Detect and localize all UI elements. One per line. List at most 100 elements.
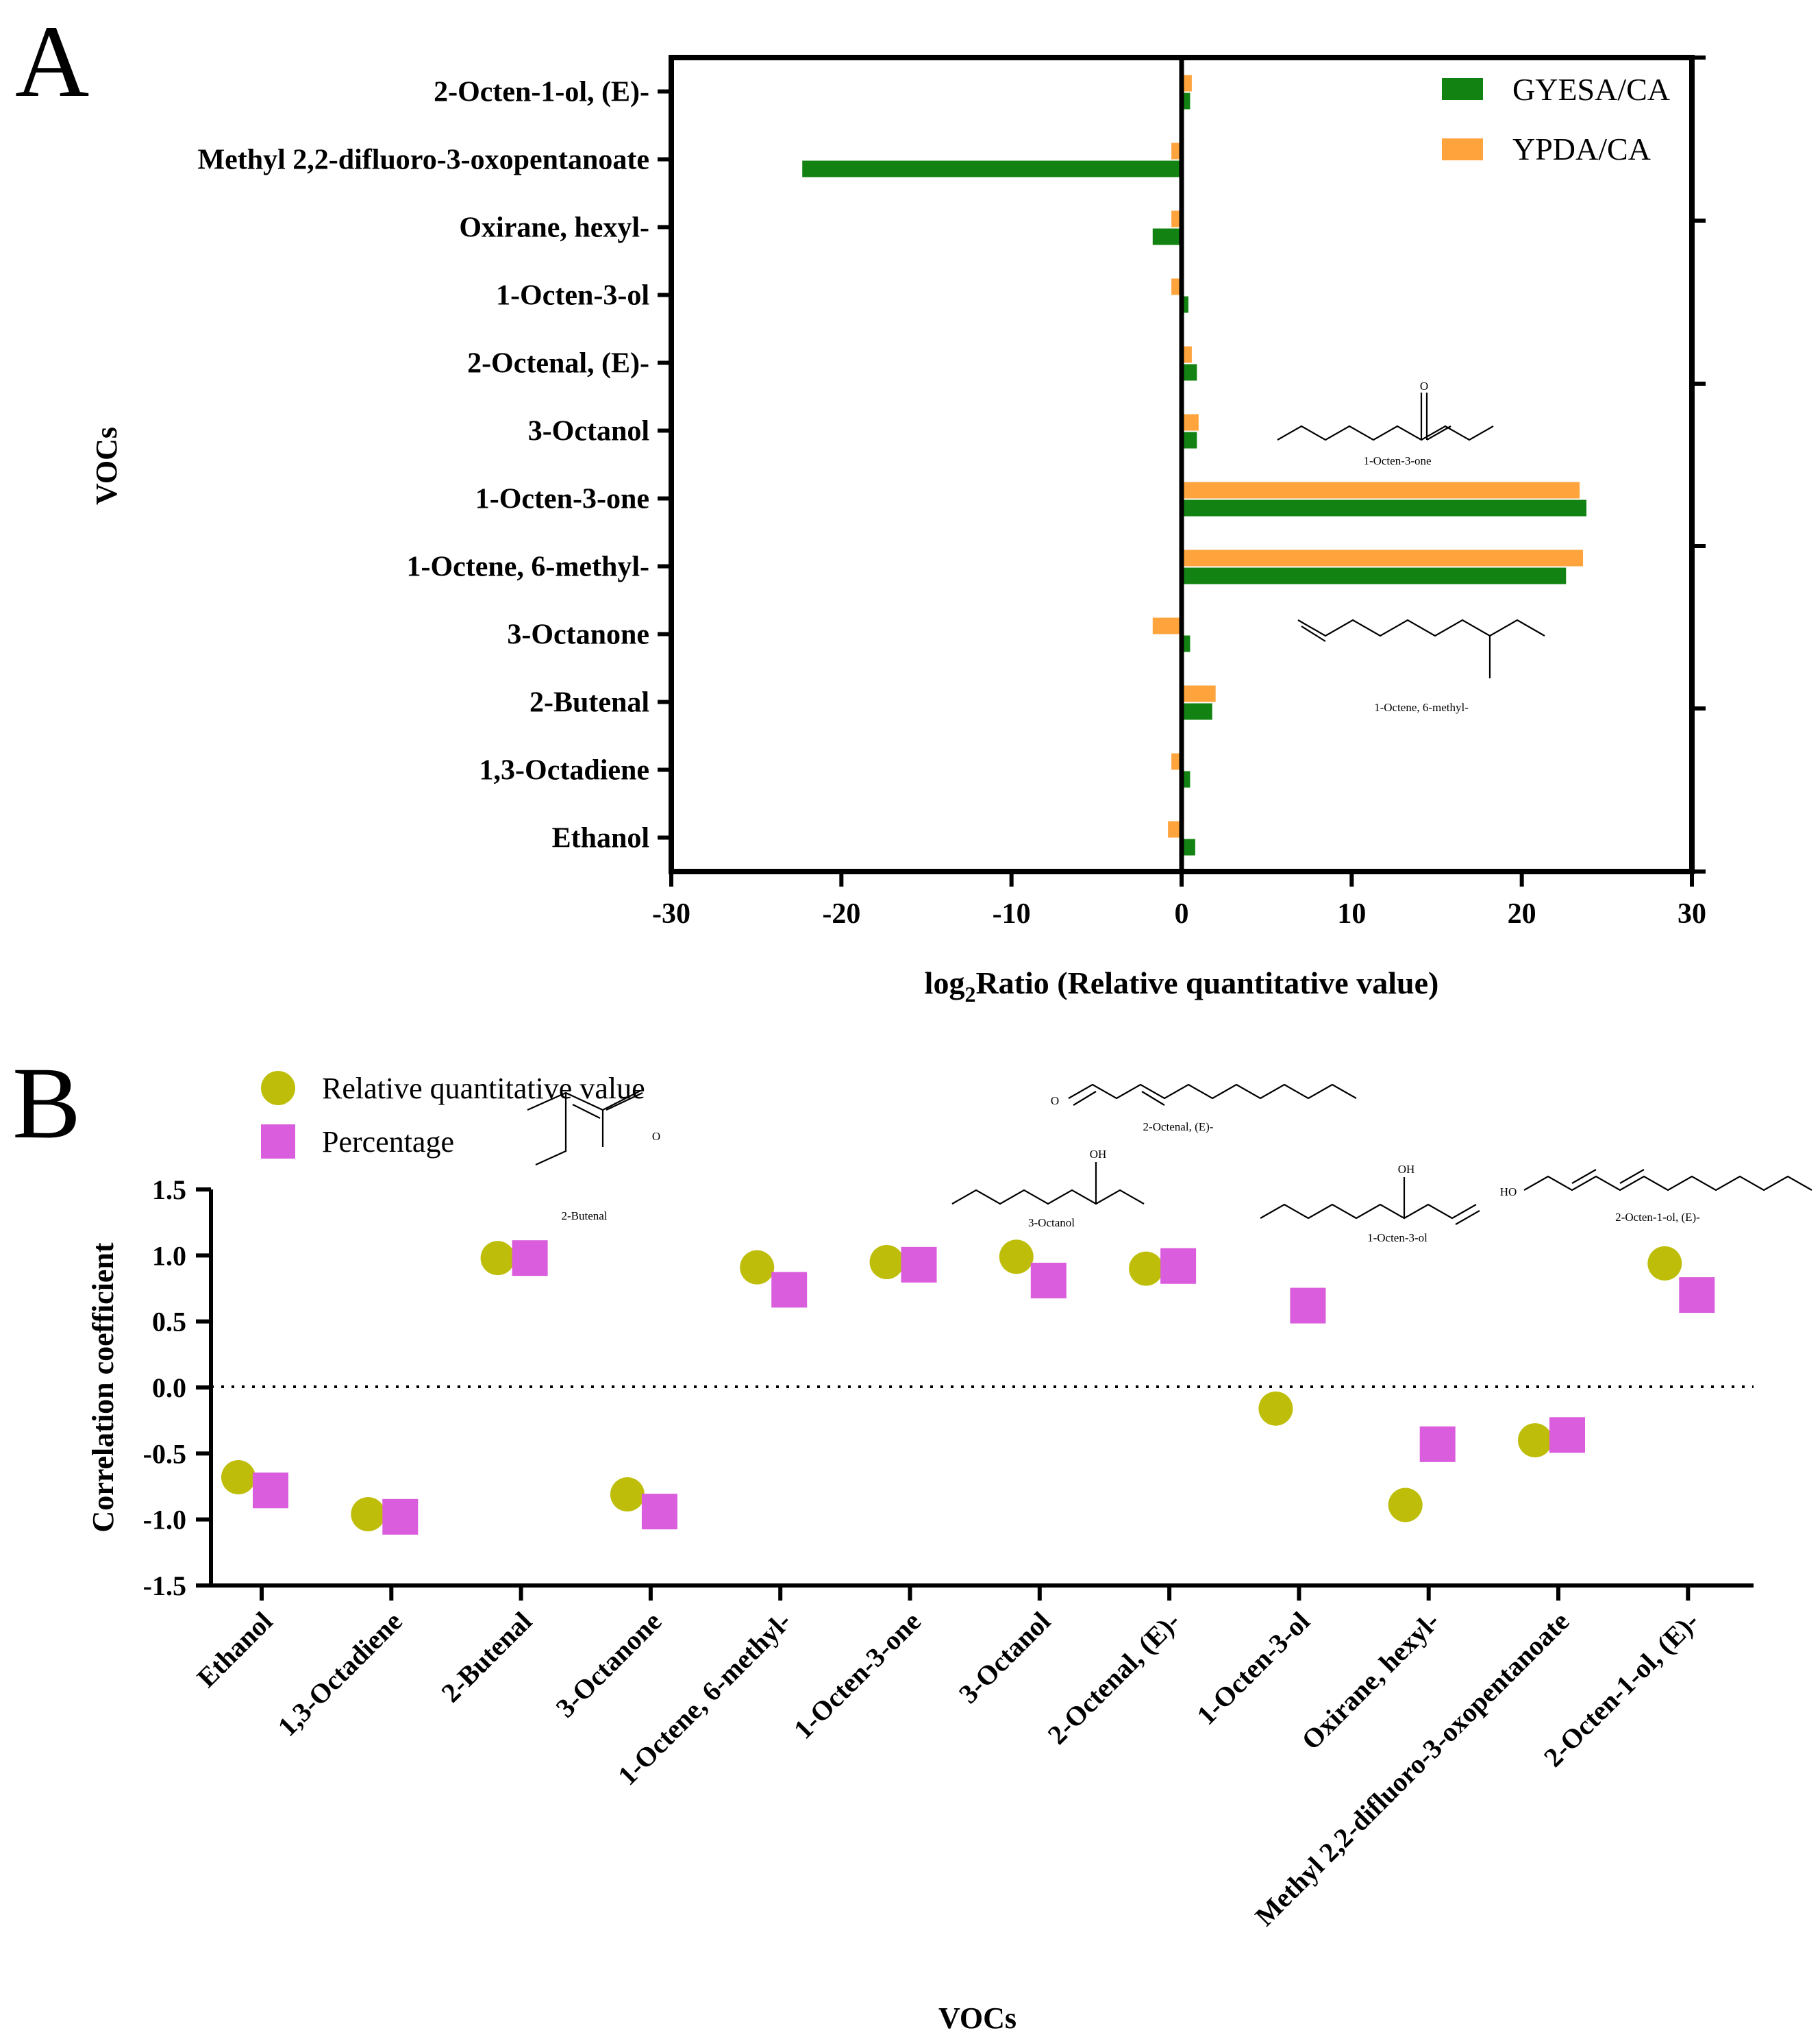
structure-label-2-octen-1-ol: 2-Octen-1-ol, (E)- (1615, 1211, 1700, 1224)
point-relative-ethanol (221, 1460, 255, 1495)
bar-ypda-ca-2-butenal (1182, 685, 1216, 702)
x-tick-label-1-octen-3-one: 1-Octen-3-one (788, 1606, 927, 1745)
panel-a-y-axis: 2-Octen-1-ol, (E)- Methyl 2,2-difluoro-3-… (197, 77, 671, 854)
x-tick-label: 30 (1678, 898, 1706, 930)
x-tick-label: -10 (993, 898, 1031, 930)
legend-marker-percentage (261, 1124, 295, 1159)
bar-gyesa-ca-ethanol (1182, 839, 1195, 856)
panel-b-y-axis-title: Correlation coefficient (86, 1242, 120, 1532)
x-tick-label-3-octanone: 3-Octanone (550, 1606, 668, 1724)
atom-oh-2: OH (1398, 1163, 1415, 1176)
panel-a-right-ticks (1692, 55, 1706, 874)
panel-a-x-axis: -30 -20 -10 0 10 20 30 (652, 872, 1706, 930)
atom-ho: HO (1500, 1185, 1517, 1198)
structure-1-octen-3-ol (1260, 1177, 1480, 1225)
panel-a-x-axis-title: log2Ratio (Relative quantitative value) (925, 965, 1439, 1007)
atom-oh-1: OH (1090, 1148, 1107, 1161)
point-percentage-oxirane-hexyl (1419, 1426, 1456, 1462)
structure-label-2-octenal: 2-Octenal, (E)- (1143, 1120, 1214, 1133)
structure-label-2-butenal: 2-Butenal (561, 1209, 607, 1222)
structure-1-octen-3-one (1277, 393, 1494, 441)
x-tick-label-2-butenal: 2-Butenal (435, 1606, 538, 1709)
y-tick-label: -1.0 (143, 1505, 186, 1535)
x-tick-label-1-octen-3-ol: 1-Octen-3-ol (1191, 1606, 1316, 1731)
panel-a-bars (802, 75, 1587, 856)
y-tick-label-3-octanol: 3-Octanol (528, 416, 649, 447)
legend-swatch-ypda (1442, 138, 1483, 160)
structure-2-octenal (1068, 1083, 1357, 1106)
y-tick-label: 1.0 (152, 1240, 186, 1271)
y-tick-label-2-butenal: 2-Butenal (529, 687, 649, 719)
atom-o-1: O (1420, 380, 1428, 393)
x-tick-label: -30 (652, 898, 690, 930)
y-tick-label: 0.0 (152, 1372, 186, 1403)
legend-label-relative: Relative quantitative value (322, 1072, 645, 1105)
panel-b: B Relative quantitative value Percentage… (12, 1046, 1812, 2035)
x-tick-label: 0 (1175, 898, 1189, 930)
x-tick-label-1-3-octadiene: 1,3-Octadiene (272, 1606, 408, 1742)
bar-ypda-ca-1-octen-3-ol (1171, 278, 1182, 295)
point-relative-1-3-octadiene (351, 1496, 386, 1531)
panel-b-legend: Relative quantitative value Percentage (261, 1071, 645, 1159)
point-relative-1-octene-6-methyl (740, 1250, 775, 1285)
point-percentage-1-3-octadiene (382, 1498, 419, 1535)
bar-ypda-ca-2-octen-1-ol-e (1182, 75, 1192, 92)
y-tick-label-1-octen-3-one: 1-Octen-3-one (475, 484, 649, 515)
point-percentage-1-octene-6-methyl (771, 1272, 808, 1308)
structure-2-butenal (527, 1090, 643, 1166)
panel-b-y-axis: 1.5 1.0 0.5 0.0 -0.5 -1.0 -1.5 (143, 1174, 211, 1601)
bar-ypda-ca-oxirane-hexyl (1171, 210, 1182, 227)
y-tick-label-1-octene-6-methyl: 1-Octene, 6-methyl- (406, 552, 649, 583)
bar-gyesa-ca-3-octanol (1182, 432, 1197, 449)
legend-marker-relative (261, 1071, 295, 1105)
y-tick-label-2-octenal-e: 2-Octenal, (E)- (467, 348, 649, 380)
structure-label-1-octen-3-one: 1-Octen-3-one (1363, 454, 1431, 467)
point-relative-methyl-2-2-difluoro-3-oxopentanoate (1518, 1423, 1552, 1458)
legend-label-percentage: Percentage (322, 1125, 454, 1159)
panel-a-y-axis-title: VOCs (90, 427, 123, 505)
y-tick-label-1-octen-3-ol: 1-Octen-3-ol (496, 280, 649, 312)
y-tick-label: -0.5 (143, 1438, 186, 1469)
panel-b-x-axis-title: VOCs (938, 2001, 1017, 2035)
point-relative-2-octen-1-ol-e (1647, 1246, 1682, 1281)
legend-label-ypda: YPDA/CA (1512, 132, 1651, 166)
atom-o-2: O (652, 1130, 660, 1143)
x-tick-label: 20 (1508, 898, 1536, 930)
bar-gyesa-ca-1-octene-6-methyl (1182, 567, 1567, 584)
structure-3-octanol (951, 1162, 1145, 1205)
bar-gyesa-ca-oxirane-hexyl (1152, 228, 1182, 245)
point-relative-1-octen-3-ol (1258, 1391, 1293, 1426)
point-percentage-ethanol (253, 1472, 288, 1509)
legend-swatch-gyesa (1442, 78, 1483, 100)
y-tick-label-oxirane-hexyl: Oxirane, hexyl- (459, 212, 649, 244)
y-tick-label-2-octen-1-ol-e: 2-Octen-1-ol, (E)- (434, 77, 649, 108)
bar-gyesa-ca-1-octen-3-ol (1182, 296, 1188, 313)
x-tick-label-2-octenal-e: 2-Octenal, (E)- (1042, 1606, 1186, 1751)
structure-label-3-octanol: 3-Octanol (1028, 1216, 1075, 1229)
x-tick-label-3-octanol: 3-Octanol (953, 1606, 1056, 1709)
bar-ypda-ca-3-octanol (1182, 414, 1199, 431)
bar-ypda-ca-1-octene-6-methyl (1182, 550, 1584, 567)
y-tick-label-3-octanone: 3-Octanone (507, 619, 649, 651)
bar-ypda-ca-2-octenal-e (1182, 346, 1192, 363)
point-percentage-1-octen-3-ol (1290, 1287, 1326, 1324)
x-tick-label-ethanol: Ethanol (191, 1606, 279, 1694)
point-percentage-3-octanone (641, 1494, 677, 1530)
bar-gyesa-ca-methyl-2-2-difluoro-3-oxopentanoate (802, 160, 1182, 177)
bar-ypda-ca-3-octanone (1152, 617, 1182, 634)
point-relative-oxirane-hexyl (1388, 1487, 1423, 1522)
y-tick-label: 0.5 (152, 1307, 186, 1337)
point-relative-2-butenal (480, 1241, 515, 1276)
point-percentage-3-octanol (1030, 1262, 1067, 1298)
x-tick-label: 10 (1337, 898, 1366, 930)
atom-o-3: O (1051, 1094, 1059, 1107)
y-tick-label-methyl-2-2-difluoro-3-oxopentanoate: Methyl 2,2-difluoro-3-oxopentanoate (197, 145, 649, 176)
structure-2-octen-1-ol (1523, 1169, 1812, 1192)
bar-ypda-ca-ethanol (1168, 821, 1182, 838)
point-relative-2-octenal-e (1129, 1251, 1164, 1286)
y-tick-label: 1.5 (152, 1174, 186, 1205)
panel-b-points (221, 1239, 1715, 1535)
point-percentage-1-octen-3-one (901, 1246, 937, 1283)
